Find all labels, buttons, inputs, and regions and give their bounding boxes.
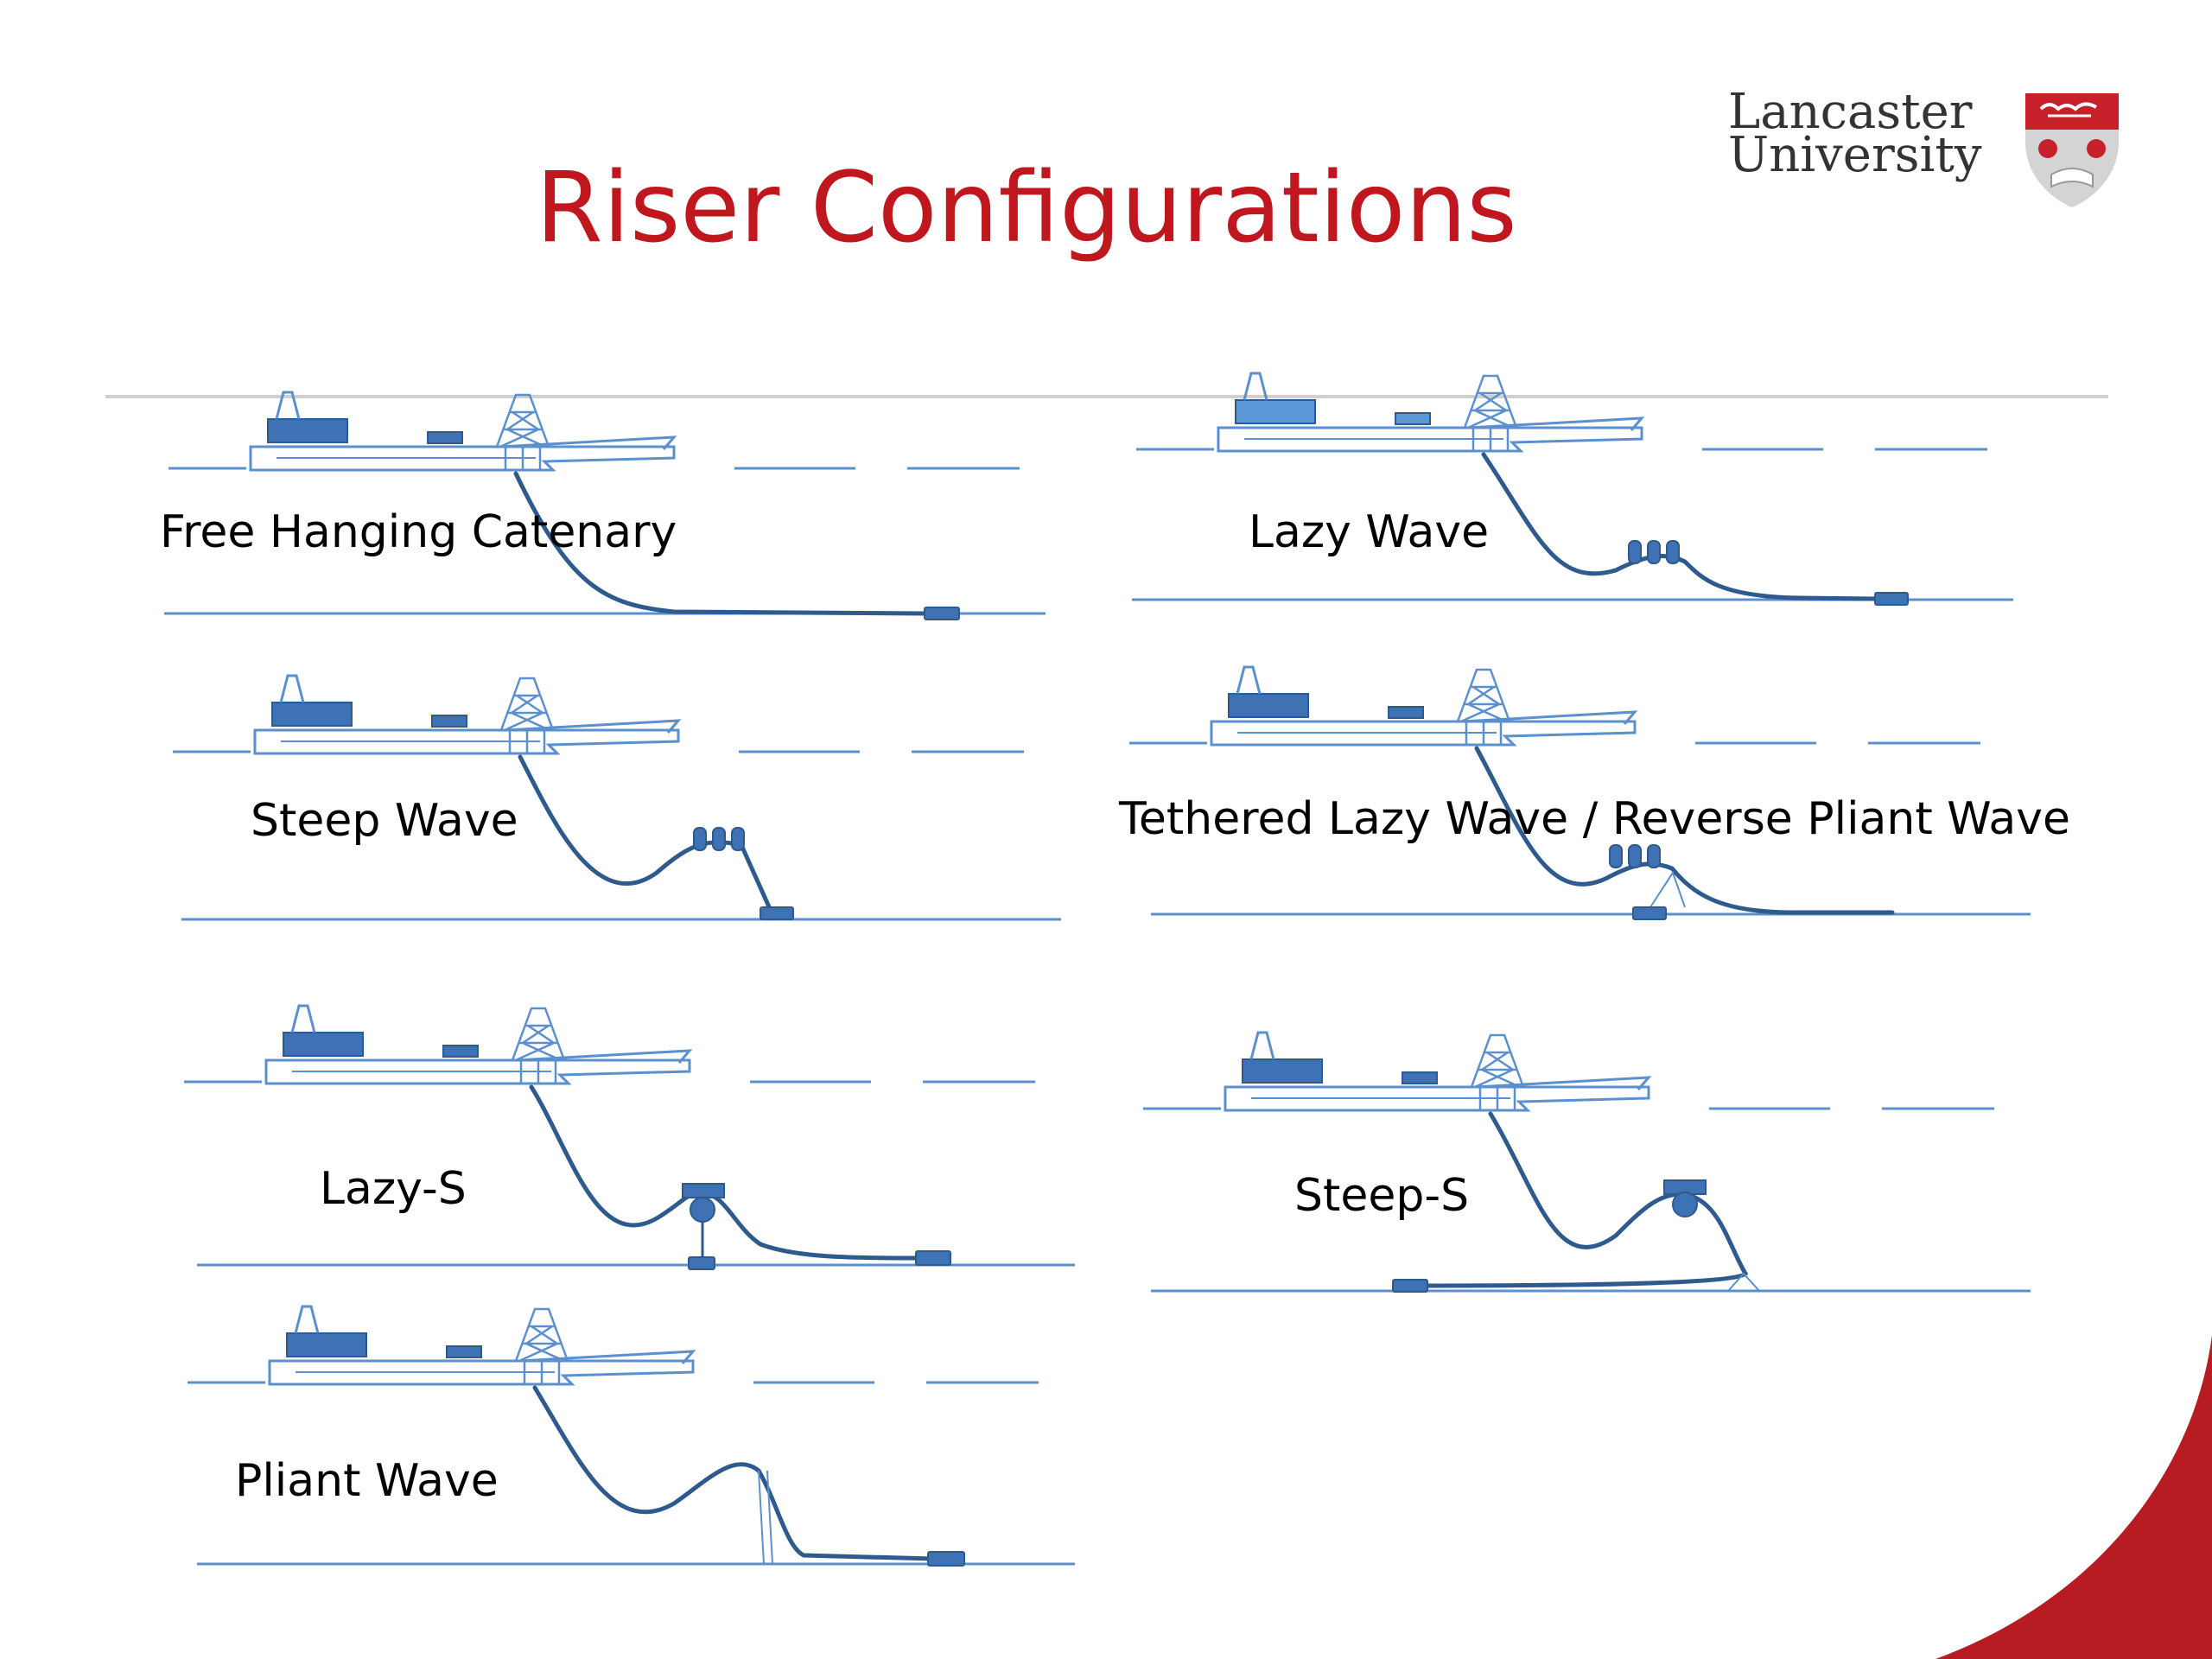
slide-title: Riser Configurations (536, 152, 1517, 264)
vessel-moonpool (519, 1060, 557, 1084)
vessel-deckhouse (286, 1332, 367, 1357)
vessel-hull (249, 445, 676, 472)
vessel-deckhouse (283, 1032, 364, 1057)
buoyancy-module (731, 827, 745, 851)
diagram-label-steep-s: Steep-S (1294, 1170, 1470, 1222)
diagram-label-lazy-wave: Lazy Wave (1249, 506, 1490, 558)
buoyancy-module (712, 827, 726, 851)
vessel-bow (500, 435, 677, 450)
vessel-moonpool (1478, 1087, 1516, 1110)
diagram-label-lazy-s: Lazy-S (320, 1163, 467, 1215)
vessel-derrick (499, 677, 555, 732)
vessel-hatch (1395, 412, 1431, 425)
anchor-block (1632, 906, 1667, 920)
arch-buoy (1672, 1192, 1698, 1217)
vessel-bow (1475, 1076, 1652, 1090)
vessel-hull (1224, 1085, 1650, 1112)
touchdown-base (1726, 1272, 1762, 1292)
logo-line-1: Lancaster (1728, 84, 1973, 140)
vessel-hatch (446, 1345, 482, 1358)
anchor-block (688, 1256, 715, 1270)
diagram-free-hanging-catenary (164, 391, 1046, 620)
vessel-deckhouse (1242, 1058, 1323, 1084)
vessel-moonpool (508, 730, 546, 753)
vessel-bow (519, 1350, 696, 1364)
riser-line (513, 471, 927, 616)
vessel-hatch (1402, 1071, 1438, 1084)
vessel-funnel (275, 391, 301, 420)
vessel-bow (1468, 416, 1645, 431)
riser-line (532, 1385, 936, 1561)
mid-water-arch (682, 1183, 725, 1198)
arch-buoy (690, 1197, 715, 1223)
buoyancy-module (1647, 540, 1661, 564)
vessel-derrick (1456, 668, 1511, 723)
vessel-derrick (511, 1007, 566, 1062)
vessel-derrick (495, 393, 550, 448)
vessel-deckhouse (1228, 693, 1309, 718)
diagram-label-free-hanging-catenary: Free Hanging Catenary (160, 506, 677, 558)
buoyancy-module (1647, 844, 1661, 868)
diagram-steep-wave (173, 674, 1061, 921)
vessel-funnel (290, 1004, 316, 1033)
lancaster-crest-icon (2025, 93, 2119, 207)
anchor-block (915, 1250, 951, 1266)
vessel-moonpool (1471, 428, 1510, 451)
anchor-block (927, 1551, 965, 1567)
vessel-bow (1461, 710, 1638, 725)
logo-line-2: University (1728, 127, 1982, 183)
corner-swoosh (1936, 1335, 2212, 1659)
vessel-hull (264, 1058, 691, 1085)
buoyancy-module (1628, 844, 1642, 868)
vessel-hatch (431, 715, 467, 728)
vessel-funnel (279, 674, 305, 703)
vessel-hatch (427, 431, 463, 444)
vessel-deckhouse (1235, 399, 1316, 424)
diagram-lazy-wave (1132, 372, 2013, 606)
tether-line (1649, 870, 1686, 908)
vessel-bow (505, 719, 682, 734)
vessel-moonpool (523, 1361, 561, 1384)
vessel-funnel (1236, 665, 1262, 695)
vessel-hull (268, 1359, 695, 1386)
vessel-hull (1210, 720, 1637, 747)
buoyancy-module (1609, 844, 1623, 868)
diagram-lazy-s (184, 1004, 1075, 1270)
vessel-funnel (1243, 372, 1268, 401)
anchor-block (924, 607, 960, 620)
vessel-hull (1217, 426, 1643, 453)
vessel-moonpool (504, 447, 542, 470)
anchor-block (1392, 1279, 1428, 1293)
tether-line (758, 1470, 773, 1565)
vessel-deckhouse (271, 702, 353, 727)
vessel-hatch (1388, 706, 1424, 719)
university-logo: Lancaster University (1728, 83, 2126, 213)
diagram-label-pliant-wave: Pliant Wave (235, 1455, 499, 1507)
anchor-block (760, 906, 794, 920)
diagram-label-steep-wave: Steep Wave (251, 795, 518, 847)
vessel-hull (253, 728, 680, 755)
vessel-funnel (1249, 1031, 1275, 1060)
diagram-label-tethered-lazy-wave: Tethered Lazy Wave / Reverse Pliant Wave (1119, 793, 2071, 845)
anchor-block (1874, 592, 1909, 606)
vessel-derrick (514, 1307, 569, 1363)
vessel-funnel (294, 1305, 320, 1334)
diagram-steep-s (1143, 1031, 2031, 1293)
buoyancy-module (1666, 540, 1680, 564)
vessel-derrick (1470, 1033, 1525, 1089)
diagram-pliant-wave (188, 1305, 1075, 1567)
buoyancy-module (1628, 540, 1642, 564)
diagram-tethered-lazy-wave (1129, 665, 2031, 920)
vessel-hatch (442, 1045, 479, 1058)
vessel-moonpool (1465, 721, 1503, 745)
riser-line (529, 1084, 918, 1261)
vessel-bow (516, 1049, 693, 1064)
vessel-deckhouse (267, 418, 348, 443)
riser-line (1481, 452, 1878, 601)
vessel-derrick (1463, 374, 1518, 429)
buoyancy-module (693, 827, 707, 851)
